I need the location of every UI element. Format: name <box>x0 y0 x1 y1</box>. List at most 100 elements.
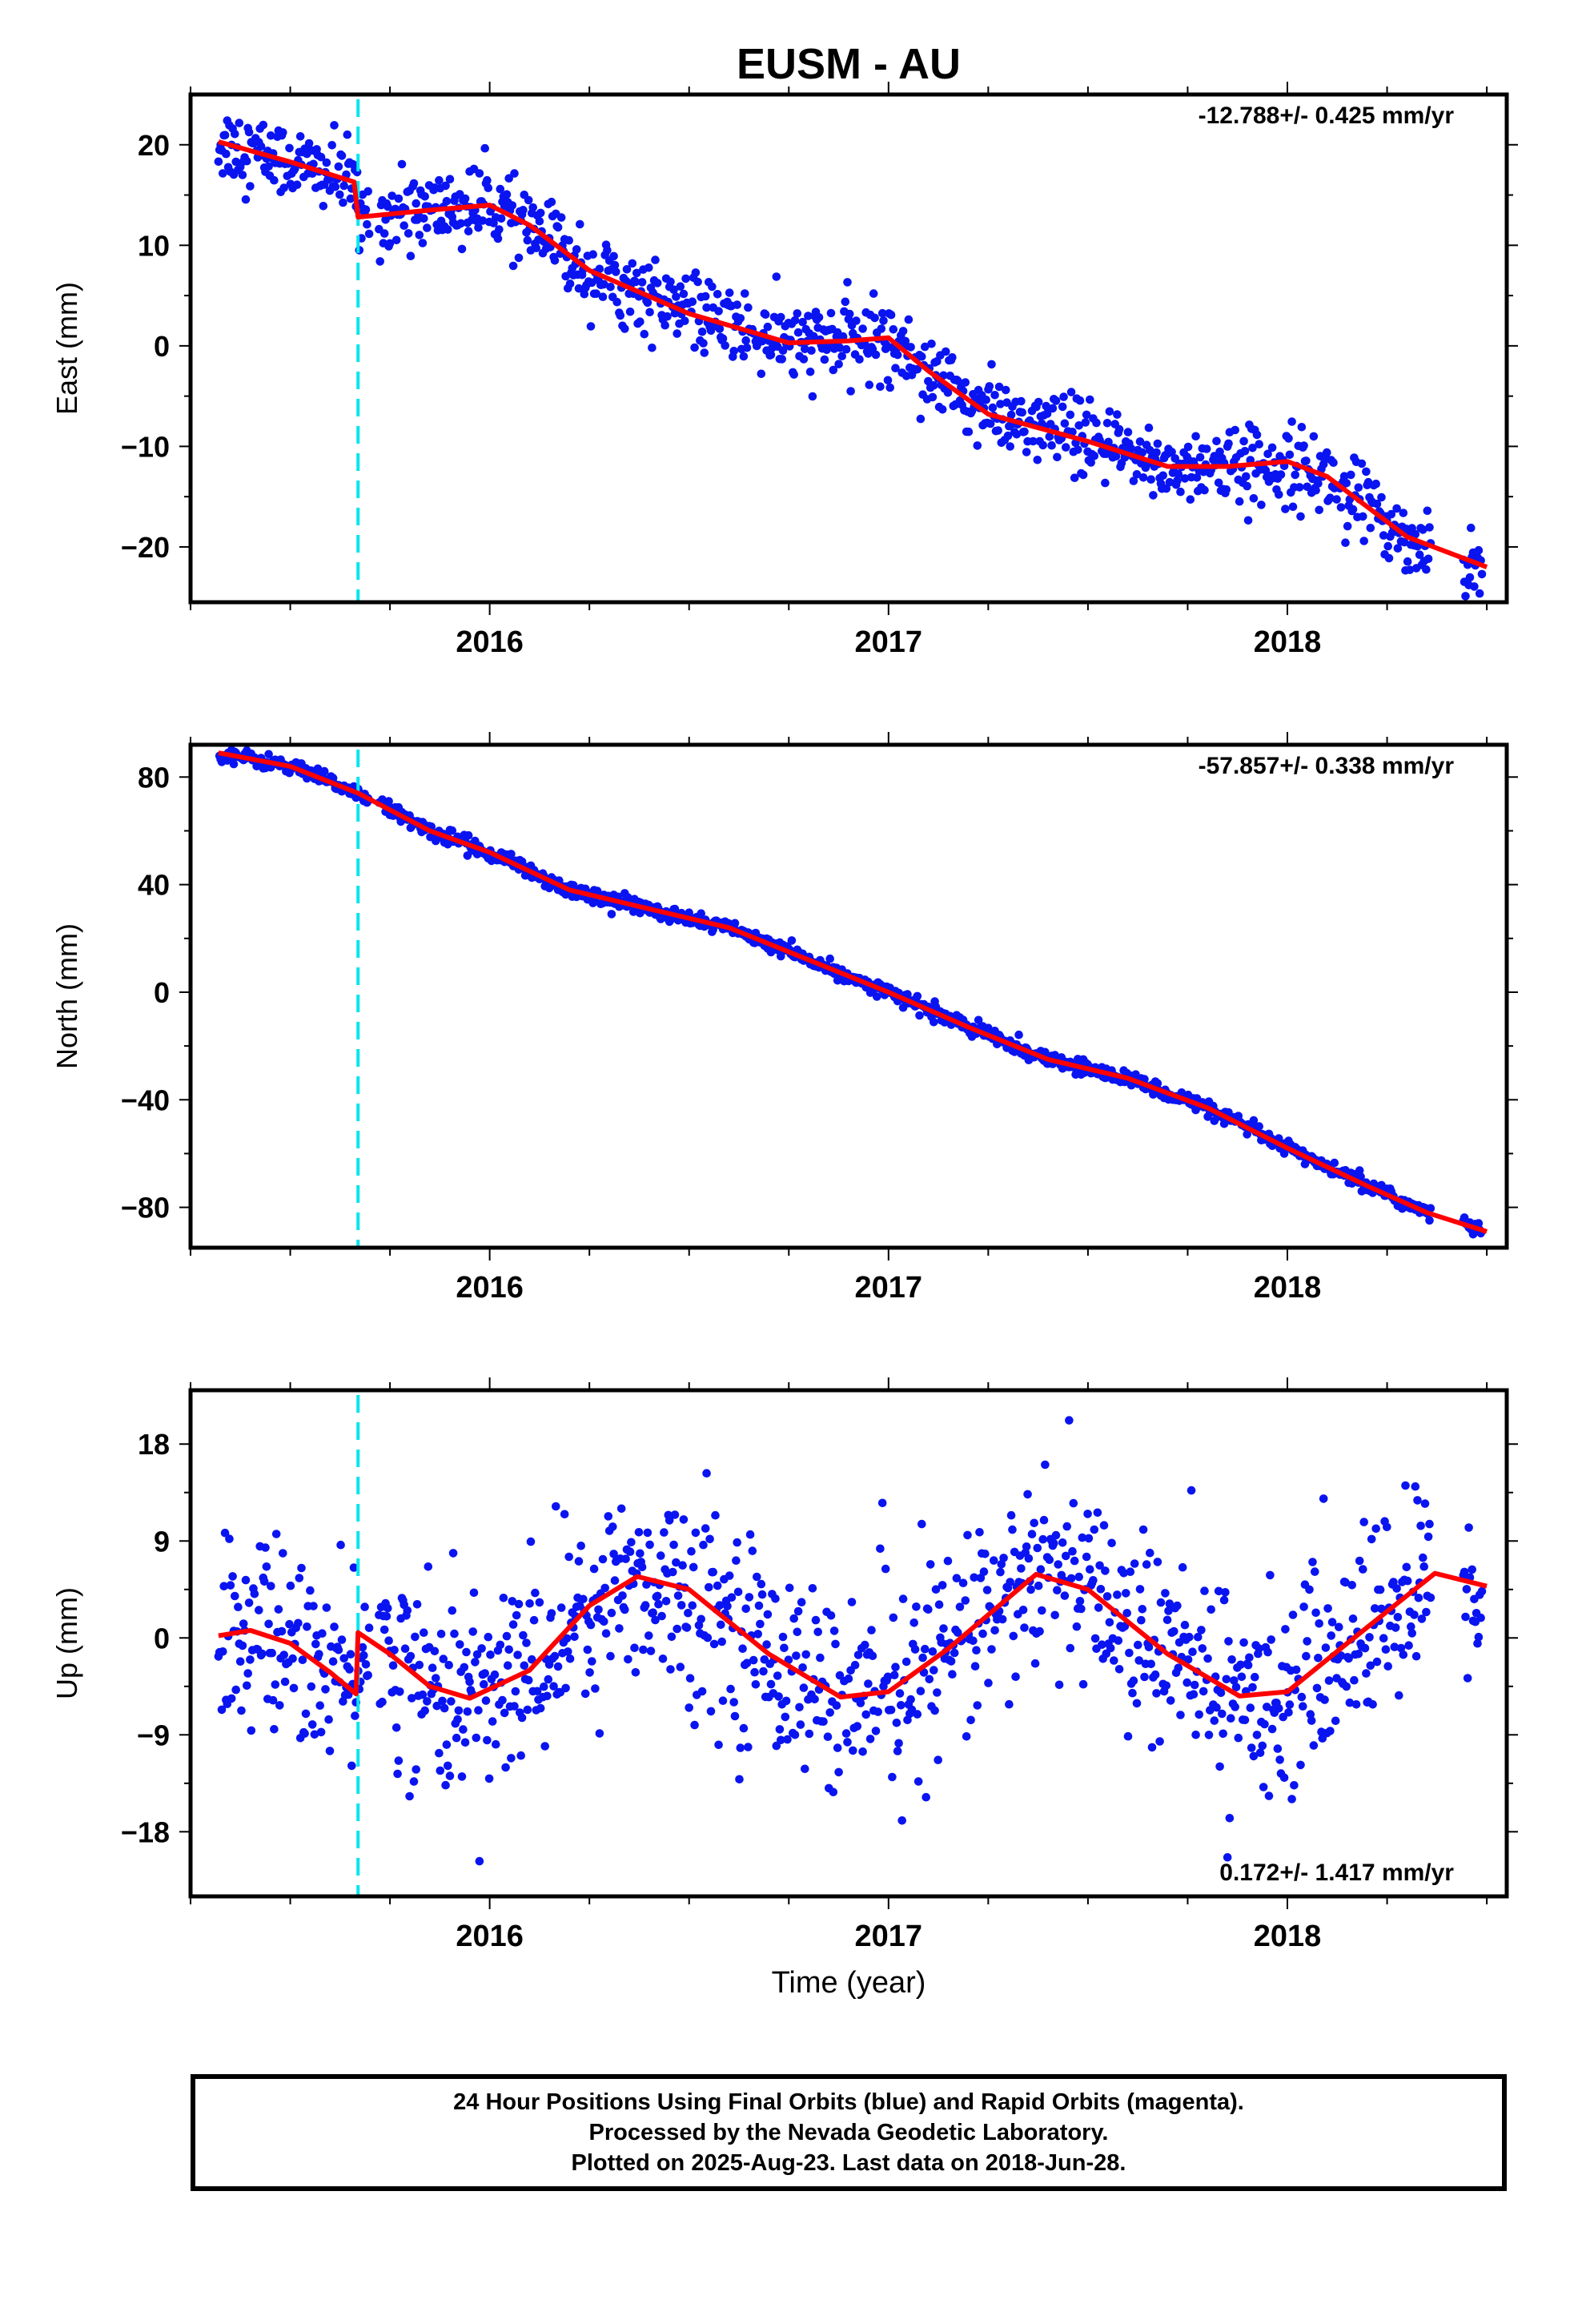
data-point <box>894 1739 903 1748</box>
data-point <box>387 191 397 200</box>
data-point <box>928 1647 938 1656</box>
data-point <box>1240 447 1250 456</box>
data-point <box>343 130 352 139</box>
data-point <box>339 198 347 207</box>
data-point <box>288 1654 297 1663</box>
data-point <box>637 1562 647 1572</box>
data-point <box>270 1725 279 1734</box>
data-point <box>1066 388 1076 396</box>
data-point <box>1053 452 1062 462</box>
data-point <box>1022 1542 1031 1551</box>
data-point <box>445 1771 455 1780</box>
data-point <box>1221 1588 1230 1597</box>
data-point <box>384 1636 393 1645</box>
data-point <box>1045 1555 1054 1564</box>
data-point <box>275 1701 284 1710</box>
data-point <box>1140 1672 1149 1682</box>
data-point <box>670 1510 680 1519</box>
data-point <box>603 246 612 255</box>
data-point <box>1342 1682 1351 1691</box>
data-point <box>931 1585 941 1594</box>
data-point <box>921 1644 930 1654</box>
data-point <box>1070 1556 1079 1566</box>
data-point <box>1078 1533 1087 1542</box>
data-point <box>745 1593 754 1602</box>
data-point <box>247 1726 256 1735</box>
data-point <box>816 1653 825 1663</box>
data-point <box>250 1590 259 1598</box>
data-point <box>375 257 385 266</box>
panel-north: 2016 2017 2018 −80 −40 0 40 80 North (mm) -57.857… <box>50 732 1518 1305</box>
data-point <box>1075 396 1085 405</box>
data-point <box>450 1629 459 1638</box>
data-point <box>1273 1744 1283 1753</box>
data-point <box>1138 473 1148 482</box>
data-point <box>869 289 878 298</box>
data-point <box>502 190 512 199</box>
data-point <box>876 382 885 392</box>
data-point <box>763 322 773 332</box>
data-point <box>574 283 584 293</box>
data-point <box>219 1582 229 1590</box>
data-point <box>1389 1578 1398 1586</box>
data-point <box>990 1556 998 1565</box>
data-point <box>1053 1586 1062 1594</box>
data-point <box>1281 505 1290 513</box>
data-point <box>1327 1631 1335 1640</box>
data-point <box>1144 1642 1154 1652</box>
data-point <box>1311 1608 1320 1618</box>
data-point <box>841 1729 851 1738</box>
data-point <box>1287 417 1296 426</box>
data-point <box>477 1644 486 1653</box>
data-point <box>1417 1614 1427 1623</box>
data-point <box>258 1649 267 1659</box>
data-point <box>801 344 809 354</box>
data-point <box>231 1685 241 1695</box>
data-point <box>693 277 702 287</box>
data-point <box>1191 1731 1200 1739</box>
data-point <box>741 289 749 298</box>
data-point <box>1060 1591 1070 1600</box>
data-point <box>861 1640 869 1650</box>
data-point <box>853 1722 862 1731</box>
data-point <box>735 1775 744 1784</box>
data-point <box>938 1581 947 1590</box>
data-point <box>1249 494 1259 503</box>
data-point <box>1012 430 1022 439</box>
data-point <box>885 383 894 392</box>
data-point <box>930 1706 939 1715</box>
data-point <box>1231 425 1239 435</box>
data-point <box>1153 1079 1162 1088</box>
data-point <box>1183 1655 1193 1664</box>
data-point <box>591 1684 600 1693</box>
data-point <box>1303 1637 1311 1646</box>
data-point <box>391 1723 401 1732</box>
data-point <box>1039 1515 1049 1525</box>
data-point <box>636 317 644 327</box>
data-point <box>1359 1518 1368 1526</box>
data-point <box>423 223 432 232</box>
data-point <box>964 427 974 436</box>
data-point <box>310 1730 319 1739</box>
data-point <box>906 343 915 352</box>
data-point <box>469 1588 479 1598</box>
data-point <box>1357 459 1367 468</box>
data-point <box>1062 1522 1071 1531</box>
data-point <box>1348 1614 1358 1623</box>
data-point <box>891 1663 900 1671</box>
data-point <box>1068 1546 1077 1556</box>
data-point <box>1074 421 1083 430</box>
data-point <box>1189 1690 1199 1699</box>
data-point <box>871 1727 881 1735</box>
data-point <box>475 169 484 178</box>
data-point <box>1393 1613 1403 1622</box>
data-point <box>1030 1518 1038 1528</box>
data-point <box>990 1626 999 1635</box>
data-point <box>1137 1615 1146 1625</box>
data-point <box>618 1591 627 1600</box>
data-point <box>1348 505 1358 514</box>
data-point <box>508 261 518 271</box>
data-point <box>364 1623 374 1632</box>
data-point <box>543 1691 552 1701</box>
data-point <box>753 1630 762 1638</box>
